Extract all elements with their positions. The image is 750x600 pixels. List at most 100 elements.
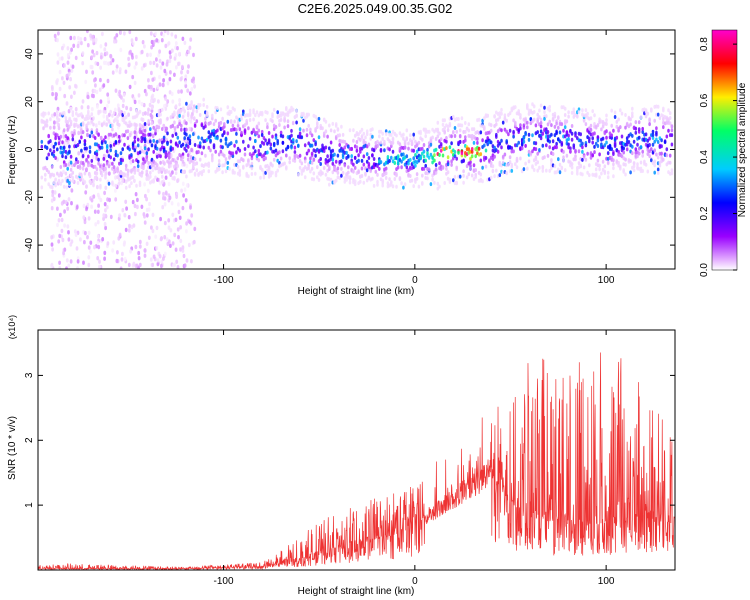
heatmap-cell	[86, 132, 89, 138]
heatmap-cell	[254, 139, 257, 144]
heatmap-cell	[124, 185, 128, 190]
heatmap-cell	[180, 188, 184, 193]
heatmap-cell	[534, 141, 538, 146]
heatmap-cell	[479, 172, 483, 177]
heatmap-cell	[388, 159, 391, 163]
heatmap-cell	[479, 158, 483, 163]
heatmap-cell	[379, 147, 383, 152]
heatmap-cell	[298, 153, 302, 158]
heatmap-cell	[359, 179, 362, 184]
heatmap-cell	[168, 50, 172, 55]
heatmap-cell	[247, 161, 250, 166]
heatmap-cell	[367, 162, 371, 166]
heatmap-cell	[168, 58, 172, 64]
heatmap-cell	[668, 116, 672, 120]
heatmap-cell	[324, 145, 328, 150]
heatmap-cell	[434, 137, 438, 141]
heatmap-cell	[180, 123, 183, 128]
heatmap-cell	[453, 150, 457, 154]
snr-frame	[37, 329, 676, 571]
heatmap-cell	[341, 152, 345, 157]
heatmap-cell	[118, 70, 122, 75]
colorbar-tick-label: 0.0	[699, 263, 710, 277]
heatmap-cell	[155, 63, 159, 68]
heatmap-cell	[254, 171, 257, 176]
heatmap-cell	[271, 170, 274, 175]
heatmap-cell	[103, 250, 107, 256]
heatmap-cell	[107, 171, 111, 176]
heatmap-cell	[233, 143, 236, 148]
heatmap-cell	[276, 168, 280, 173]
heatmap-cell	[574, 157, 577, 162]
heatmap-cell	[56, 147, 59, 152]
heatmap-cell	[286, 124, 290, 129]
heatmap-cell	[223, 153, 226, 158]
heatmap-cell	[69, 77, 72, 82]
heatmap-cell	[464, 121, 467, 125]
heatmap-cell	[90, 107, 94, 112]
heatmap-cell	[145, 213, 149, 218]
heatmap-cell	[54, 96, 58, 101]
heatmap-cell	[45, 145, 49, 150]
heatmap-cell	[112, 157, 116, 162]
heatmap-cell	[625, 136, 629, 141]
heatmap-cell	[181, 248, 185, 253]
heatmap-cell	[648, 136, 651, 141]
heatmap-cell	[113, 39, 116, 44]
heatmap-cell	[238, 159, 242, 164]
heatmap-cell	[188, 219, 192, 224]
heatmap-cell	[123, 133, 126, 138]
heatmap-cell	[62, 184, 66, 189]
heatmap-cell	[619, 164, 622, 169]
heatmap-cell	[405, 128, 409, 133]
heatmap-cell	[476, 137, 479, 141]
heatmap-cell	[171, 212, 175, 217]
heatmap-cell	[670, 142, 674, 147]
heatmap-cell	[56, 222, 59, 228]
heatmap-cell	[376, 182, 379, 187]
heatmap-cell	[381, 131, 385, 136]
heatmap-cell	[462, 180, 465, 185]
bottom-y-axis-label: SNR (10 * v/v)	[7, 416, 18, 480]
heatmap-cell	[145, 241, 149, 246]
heatmap-cell	[570, 131, 574, 136]
heatmap-cell	[622, 168, 625, 173]
heatmap-cell	[118, 232, 122, 237]
heatmap-cell	[553, 124, 557, 129]
heatmap-cell	[665, 153, 669, 158]
heatmap-cell	[181, 142, 185, 147]
heatmap-cell	[660, 151, 663, 156]
heatmap-cell	[541, 143, 545, 148]
heatmap-cell	[613, 141, 617, 146]
heatmap-cell	[47, 170, 50, 175]
heatmap-cell	[584, 108, 588, 113]
heatmap-cell	[61, 46, 64, 51]
heatmap-cell	[589, 127, 593, 132]
heatmap-cell	[631, 106, 634, 111]
heatmap-cell	[56, 206, 59, 211]
heatmap-cell	[603, 171, 607, 175]
heatmap-cell	[124, 121, 128, 126]
heatmap-cell	[56, 38, 59, 43]
heatmap-cell	[619, 108, 622, 113]
heatmap-cell	[522, 167, 526, 172]
heatmap-cell	[178, 98, 182, 103]
heatmap-cell	[656, 104, 660, 109]
heatmap-cell	[152, 163, 155, 168]
heatmap-cell	[91, 155, 95, 160]
heatmap-cell	[145, 169, 149, 174]
heatmap-cell	[140, 139, 143, 144]
heatmap-cell	[319, 157, 323, 161]
heatmap-cell	[62, 145, 66, 150]
heatmap-cell	[362, 138, 366, 143]
heatmap-cell	[224, 137, 228, 142]
heatmap-cell	[538, 165, 541, 170]
heatmap-cell	[103, 47, 107, 52]
heatmap-cell	[197, 105, 200, 110]
heatmap-cell	[347, 170, 350, 175]
heatmap-cell	[512, 118, 515, 123]
heatmap-cell	[81, 130, 85, 135]
heatmap-cell	[376, 172, 379, 177]
heatmap-cell	[321, 126, 324, 131]
heatmap-cell	[76, 266, 79, 269]
